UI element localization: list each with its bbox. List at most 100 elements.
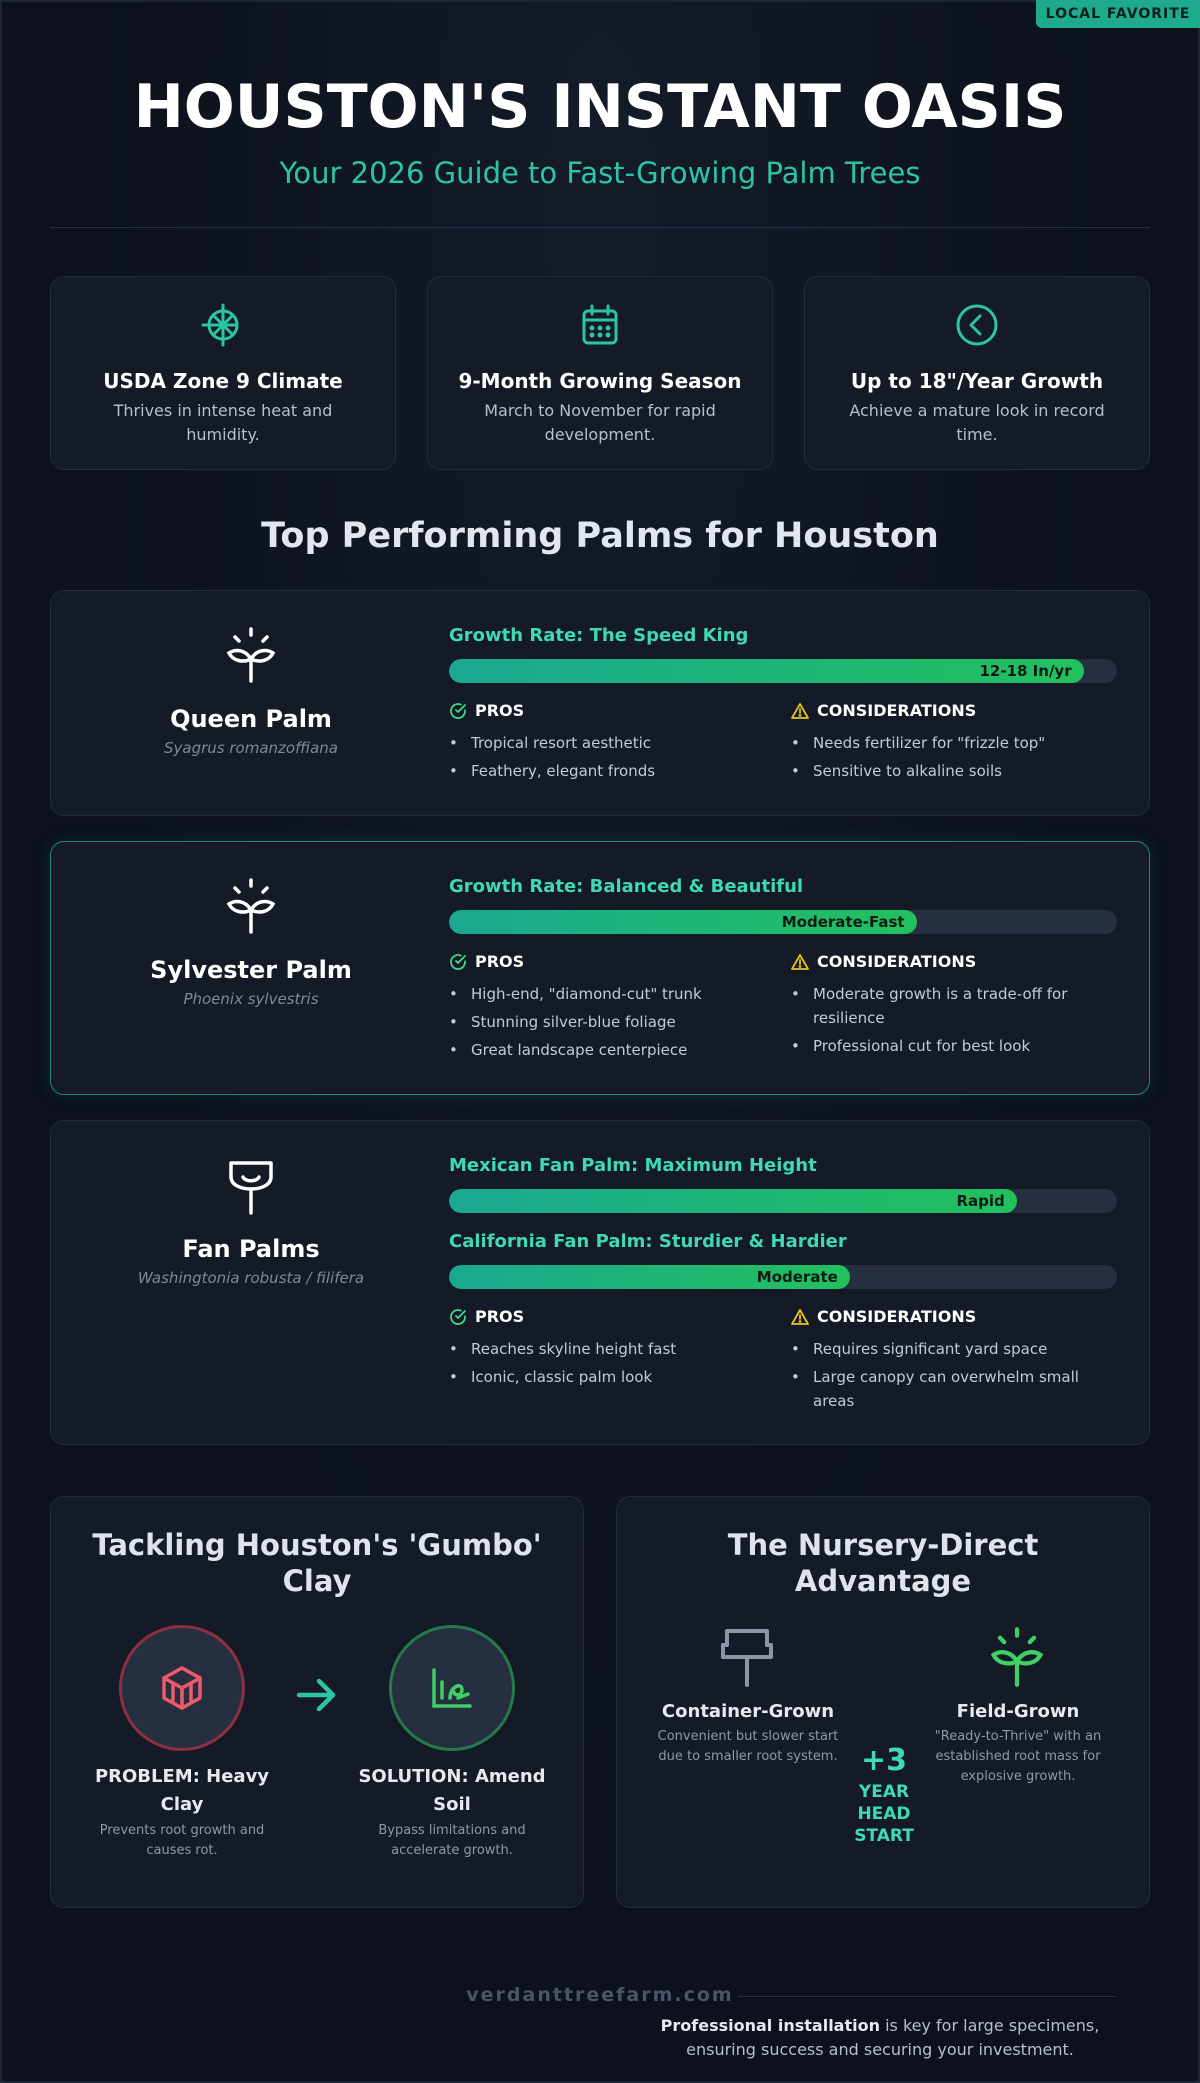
palm-scientific-name: Washingtonia robusta / filifera xyxy=(137,1269,365,1287)
sun-icon xyxy=(199,301,247,349)
headstart-value: +3 xyxy=(860,1743,907,1778)
chevron-circle-icon xyxy=(953,301,1001,349)
pros-list: Reaches skyline height fast Iconic, clas… xyxy=(449,1337,769,1393)
solution-circle xyxy=(389,1625,515,1751)
pros-label: PROS xyxy=(475,1307,525,1326)
sprout-icon xyxy=(985,1625,1049,1693)
list-item: Large canopy can overwhelm small areas xyxy=(791,1365,1121,1413)
list-item: High-end, "diamond-cut" trunk xyxy=(449,982,769,1006)
list-item: Sensitive to alkaline soils xyxy=(791,759,1121,783)
growth-bar: Moderate xyxy=(449,1265,1117,1289)
page-title: HOUSTON'S INSTANT OASIS xyxy=(133,72,1067,142)
page-subtitle: Your 2026 Guide to Fast-Growing Palm Tre… xyxy=(279,156,921,190)
stat-desc: Thrives in intense heat and humidity. xyxy=(113,401,333,444)
considerations-list: Moderate growth is a trade-off for resil… xyxy=(791,982,1121,1062)
palm-name: Sylvester Palm xyxy=(150,956,352,984)
arrow-right-icon xyxy=(293,1671,341,1723)
section-title: Top Performing Palms for Houston xyxy=(261,516,939,556)
stat-desc: March to November for rapid development. xyxy=(484,401,716,444)
growth-bar-fill xyxy=(449,1189,1017,1213)
pros-label: PROS xyxy=(475,701,525,720)
footer-note-text: is key for large specimens, ensuring suc… xyxy=(686,2016,1100,2059)
field-title: Field-Grown xyxy=(956,1701,1080,1722)
cube-icon xyxy=(162,1666,202,1710)
list-item: Great landscape centerpiece xyxy=(449,1038,769,1062)
growth-label: California Fan Palm: Sturdier & Hardier xyxy=(449,1231,847,1252)
considerations-heading: CONSIDERATIONS xyxy=(791,952,976,971)
container-desc: Convenient but slower start due to small… xyxy=(657,1729,839,1764)
growth-value: Moderate-Fast xyxy=(781,913,905,931)
palm-scientific-name: Syagrus romanzoffiana xyxy=(164,739,338,757)
palm-name: Fan Palms xyxy=(182,1235,320,1263)
growth-label: Mexican Fan Palm: Maximum Height xyxy=(449,1155,817,1176)
palm-card-queen: Queen Palm Syagrus romanzoffiana Growth … xyxy=(50,590,1150,816)
fan-palm-icon xyxy=(221,1155,281,1215)
considerations-heading: CONSIDERATIONS xyxy=(791,701,976,720)
palm-scientific-name: Phoenix sylvestris xyxy=(183,990,319,1008)
growth-value: 12-18 In/yr xyxy=(979,662,1072,680)
warning-icon xyxy=(791,953,809,970)
growth-bar-fill xyxy=(449,659,1084,683)
problem-circle xyxy=(119,1625,245,1751)
stat-title: Up to 18"/Year Growth xyxy=(850,369,1104,393)
clay-title: Tackling Houston's 'Gumbo' Clay xyxy=(92,1528,542,1598)
growth-chart-icon xyxy=(432,1668,472,1708)
growth-bar: Rapid xyxy=(449,1189,1117,1213)
pros-list: High-end, "diamond-cut" trunk Stunning s… xyxy=(449,982,769,1066)
problem-title: PROBLEM: Heavy Clay xyxy=(94,1766,270,1815)
considerations-heading: CONSIDERATIONS xyxy=(791,1307,976,1326)
stat-card-growth: Up to 18"/Year Growth Achieve a mature l… xyxy=(804,276,1150,470)
stat-desc: Achieve a mature look in record time. xyxy=(849,401,1105,444)
growth-bar: 12-18 In/yr xyxy=(449,659,1117,683)
list-item: Moderate growth is a trade-off for resil… xyxy=(791,982,1121,1030)
nursery-title: The Nursery-Direct Advantage xyxy=(727,1528,1039,1598)
growth-bar: Moderate-Fast xyxy=(449,910,1117,934)
pros-label: PROS xyxy=(475,952,525,971)
check-circle-icon xyxy=(450,1308,466,1325)
footer-note: Professional installation is key for lar… xyxy=(660,2014,1100,2062)
considerations-label: CONSIDERATIONS xyxy=(817,1307,977,1326)
stat-title: USDA Zone 9 Climate xyxy=(103,369,343,393)
list-item: Feathery, elegant fronds xyxy=(449,759,769,783)
list-item: Stunning silver-blue foliage xyxy=(449,1010,769,1034)
growth-value: Rapid xyxy=(956,1192,1005,1210)
considerations-list: Requires significant yard space Large ca… xyxy=(791,1337,1121,1417)
warning-icon xyxy=(791,702,809,719)
growth-bar-fill xyxy=(449,910,917,934)
headstart-label: YEAR HEAD START xyxy=(854,1782,914,1846)
pros-heading: PROS xyxy=(449,952,524,971)
container-pot-icon xyxy=(715,1625,779,1693)
pros-heading: PROS xyxy=(449,701,524,720)
stat-title: 9-Month Growing Season xyxy=(458,369,742,393)
nursery-card: The Nursery-Direct Advantage Container-G… xyxy=(616,1496,1150,1908)
field-desc: "Ready-to-Thrive" with an established ro… xyxy=(934,1729,1102,1784)
warning-icon xyxy=(791,1308,809,1325)
stat-card-climate: USDA Zone 9 Climate Thrives in intense h… xyxy=(50,276,396,470)
calendar-icon xyxy=(576,301,624,349)
palm-name: Queen Palm xyxy=(170,705,332,733)
palm-card-sylvester: Sylvester Palm Phoenix sylvestris Growth… xyxy=(50,841,1150,1095)
problem-desc: Prevents root growth and causes rot. xyxy=(99,1823,265,1858)
growth-bar-fill xyxy=(449,1265,850,1289)
footer-url[interactable]: verdanttreefarm.com xyxy=(466,1984,734,2006)
palm-card-fan: Fan Palms Washingtonia robusta / filifer… xyxy=(50,1120,1150,1445)
pros-list: Tropical resort aesthetic Feathery, eleg… xyxy=(449,731,769,787)
pros-heading: PROS xyxy=(449,1307,524,1326)
check-circle-icon xyxy=(450,702,466,719)
list-item: Reaches skyline height fast xyxy=(449,1337,769,1361)
considerations-label: CONSIDERATIONS xyxy=(817,701,977,720)
growth-label: Growth Rate: The Speed King xyxy=(449,625,749,646)
growth-value: Moderate xyxy=(756,1268,838,1286)
clay-card: Tackling Houston's 'Gumbo' Clay PROBLEM:… xyxy=(50,1496,584,1908)
check-circle-icon xyxy=(450,953,466,970)
list-item: Tropical resort aesthetic xyxy=(449,731,769,755)
list-item: Iconic, classic palm look xyxy=(449,1365,769,1389)
list-item: Needs fertilizer for "frizzle top" xyxy=(791,731,1121,755)
solution-desc: Bypass limitations and accelerate growth… xyxy=(378,1823,526,1858)
considerations-list: Needs fertilizer for "frizzle top" Sensi… xyxy=(791,731,1121,787)
considerations-label: CONSIDERATIONS xyxy=(817,952,977,971)
list-item: Professional cut for best look xyxy=(791,1034,1121,1058)
growth-label: Growth Rate: Balanced & Beautiful xyxy=(449,876,804,897)
local-favorite-badge: LOCAL FAVORITE xyxy=(1036,0,1200,28)
list-item: Requires significant yard space xyxy=(791,1337,1121,1361)
